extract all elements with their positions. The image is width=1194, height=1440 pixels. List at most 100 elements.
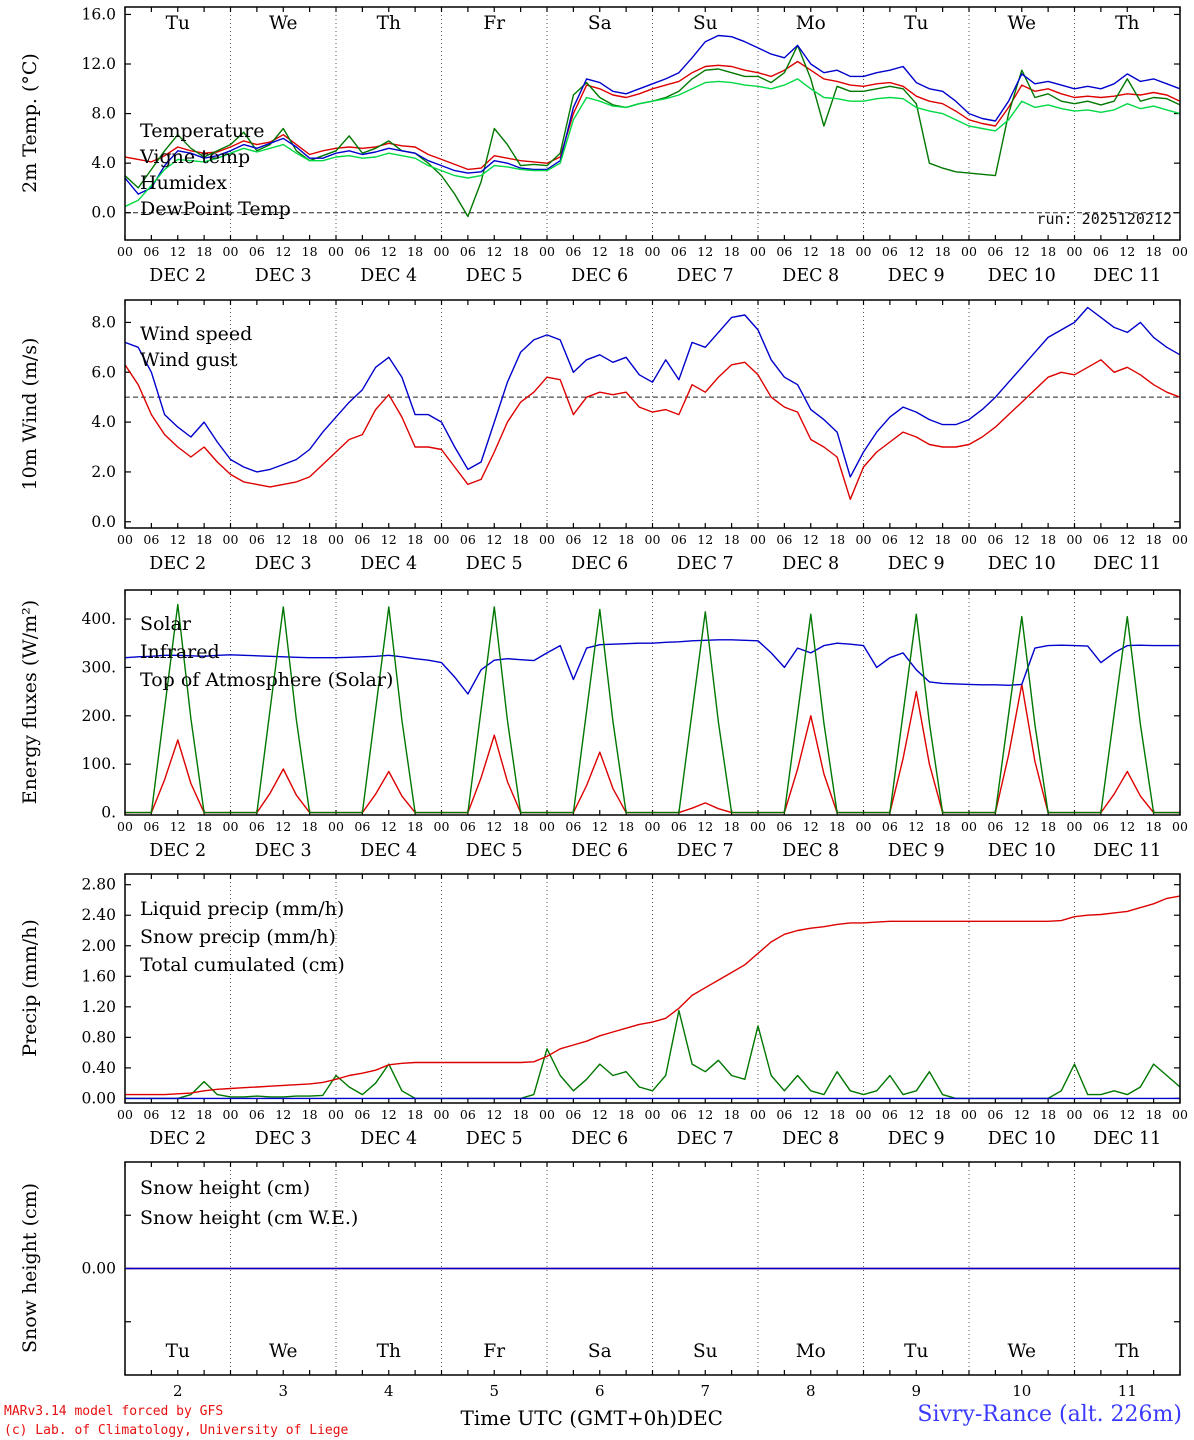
svg-text:12: 12 — [1119, 1107, 1135, 1122]
svg-text:06: 06 — [460, 532, 476, 547]
ylabel-temperature: 2m Temp. (°C) — [19, 53, 41, 193]
svg-text:0.0: 0.0 — [91, 204, 116, 222]
svg-text:Th: Th — [1115, 13, 1139, 34]
svg-text:00: 00 — [434, 532, 450, 547]
y-tick-labels: 0. 100. 200. 300. 400. — [81, 610, 116, 822]
svg-text:Sa: Sa — [588, 13, 612, 34]
svg-text:18: 18 — [196, 532, 212, 547]
svg-text:DEC 6: DEC 6 — [571, 1129, 628, 1149]
svg-text:DEC 7: DEC 7 — [677, 1129, 734, 1149]
svg-text:100.: 100. — [81, 755, 116, 773]
svg-text:12: 12 — [803, 532, 819, 547]
date-labels: DEC 2 DEC 3 DEC 4 DEC 5 DEC 6 DEC 7 DEC 8 DEC 9… — [149, 841, 1161, 861]
svg-text:12: 12 — [908, 244, 924, 259]
svg-text:18: 18 — [513, 244, 529, 259]
legend: Temperature Vigne temp Humidex DewPoint Tem… — [139, 120, 291, 220]
svg-text:18: 18 — [724, 244, 740, 259]
svg-text:18: 18 — [1040, 819, 1056, 834]
svg-text:12: 12 — [275, 1107, 291, 1122]
svg-text:06: 06 — [776, 244, 792, 259]
svg-text:12: 12 — [908, 532, 924, 547]
time-axis-label: Time UTC (GMT+0h) — [460, 1406, 678, 1430]
svg-text:DEC 6: DEC 6 — [571, 841, 628, 861]
svg-text:18: 18 — [407, 244, 423, 259]
svg-text:0.80: 0.80 — [81, 1028, 116, 1046]
svg-text:DEC 4: DEC 4 — [360, 841, 417, 861]
svg-text:06: 06 — [1093, 244, 1109, 259]
svg-text:1.20: 1.20 — [81, 998, 116, 1016]
svg-text:00: 00 — [1172, 1107, 1188, 1122]
svg-text:06: 06 — [987, 1107, 1003, 1122]
svg-text:Fr: Fr — [483, 13, 505, 34]
series-dewpoint-temp — [124, 78, 1181, 208]
svg-text:18: 18 — [302, 532, 318, 547]
svg-text:00: 00 — [856, 819, 872, 834]
svg-text:06: 06 — [882, 819, 898, 834]
svg-text:18: 18 — [513, 532, 529, 547]
svg-text:06: 06 — [249, 819, 265, 834]
svg-text:18: 18 — [618, 532, 634, 547]
svg-text:18: 18 — [935, 819, 951, 834]
svg-text:16.0: 16.0 — [81, 5, 116, 23]
legend-top-of-atmosphere-solar: Top of Atmosphere (Solar) — [140, 669, 393, 691]
svg-text:18: 18 — [1040, 244, 1056, 259]
svg-text:DEC 9: DEC 9 — [888, 841, 945, 861]
date-labels: DEC 2 DEC 3 DEC 4 DEC 5 DEC 6 DEC 7 DEC 8 DEC 9… — [149, 554, 1161, 574]
svg-text:00: 00 — [645, 1107, 661, 1122]
svg-text:12: 12 — [1014, 532, 1030, 547]
svg-text:00: 00 — [1067, 244, 1083, 259]
credit-line-2: (c) Lab. of Climatology, University of L… — [4, 1423, 349, 1438]
svg-text:5: 5 — [489, 1382, 499, 1400]
svg-text:00: 00 — [117, 819, 133, 834]
legend-wind-gust: Wind gust — [140, 349, 238, 371]
svg-text:18: 18 — [829, 244, 845, 259]
svg-text:12: 12 — [592, 244, 608, 259]
svg-text:Fr: Fr — [483, 1341, 505, 1362]
svg-text:We: We — [1008, 1341, 1037, 1362]
svg-text:06: 06 — [460, 819, 476, 834]
svg-text:300.: 300. — [81, 658, 116, 676]
svg-text:18: 18 — [829, 819, 845, 834]
svg-text:DEC 7: DEC 7 — [677, 266, 734, 286]
svg-text:18: 18 — [724, 819, 740, 834]
svg-text:12: 12 — [908, 1107, 924, 1122]
day-name-labels: Tu We Th Fr Sa Su Mo Tu We Th — [166, 1341, 1140, 1362]
svg-text:06: 06 — [671, 1107, 687, 1122]
svg-text:00: 00 — [117, 244, 133, 259]
svg-text:12: 12 — [381, 244, 397, 259]
svg-text:00: 00 — [434, 819, 450, 834]
svg-text:00: 00 — [856, 1107, 872, 1122]
svg-text:6.0: 6.0 — [91, 363, 116, 381]
svg-text:0.40: 0.40 — [81, 1059, 116, 1077]
svg-text:DEC 2: DEC 2 — [149, 841, 206, 861]
svg-text:9: 9 — [911, 1382, 921, 1400]
svg-text:12: 12 — [697, 1107, 713, 1122]
svg-text:18: 18 — [302, 1107, 318, 1122]
y-tick-labels: 0.00 — [81, 1260, 116, 1278]
svg-text:12: 12 — [1014, 819, 1030, 834]
legend: Liquid precip (mm/h) Snow precip (mm/h) To… — [140, 898, 345, 976]
axis-ticks — [124, 300, 1181, 528]
panel-precipitation: 0.00 0.40 0.80 1.20 1.60 2.00 2.40 2.80 Liquid p… — [81, 873, 1188, 1149]
svg-text:DEC 5: DEC 5 — [466, 1129, 523, 1149]
svg-text:Su: Su — [693, 1341, 718, 1362]
svg-text:18: 18 — [935, 244, 951, 259]
svg-text:00: 00 — [434, 1107, 450, 1122]
legend-liquid-precip-mm-h: Liquid precip (mm/h) — [140, 898, 344, 920]
svg-text:00: 00 — [1172, 819, 1188, 834]
svg-text:12: 12 — [381, 819, 397, 834]
svg-text:18: 18 — [1040, 1107, 1056, 1122]
svg-text:DEC 8: DEC 8 — [782, 1129, 839, 1149]
svg-text:2.80: 2.80 — [81, 876, 116, 894]
svg-text:06: 06 — [671, 532, 687, 547]
svg-text:12: 12 — [275, 244, 291, 259]
svg-text:2.40: 2.40 — [81, 906, 116, 924]
gridlines — [230, 874, 1075, 1103]
gridlines — [125, 7, 1180, 240]
plot-frame — [124, 6, 1181, 241]
svg-text:DEC 10: DEC 10 — [988, 841, 1056, 861]
svg-text:00: 00 — [750, 819, 766, 834]
svg-text:12: 12 — [803, 1107, 819, 1122]
svg-text:DEC 11: DEC 11 — [1093, 554, 1161, 574]
svg-text:00: 00 — [961, 244, 977, 259]
